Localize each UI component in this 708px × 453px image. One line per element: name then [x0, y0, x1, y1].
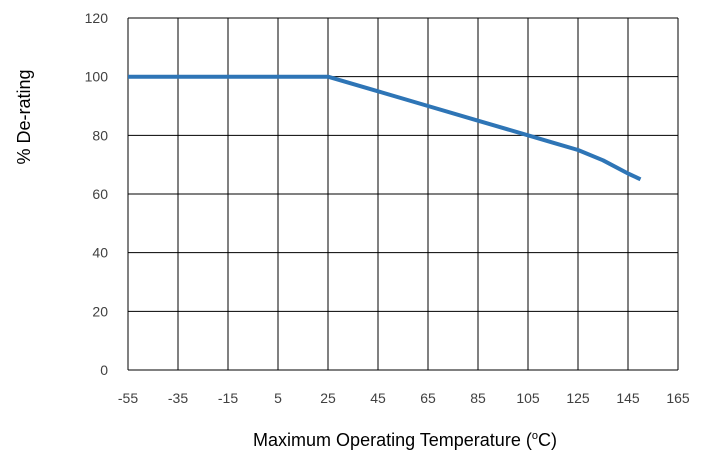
x-axis-ticks: -55 -35 -15 5 25 45 65 85 105 125 145 165 — [118, 390, 690, 406]
y-axis-ticks: 0 20 40 60 80 100 120 — [85, 10, 109, 378]
x-tick-label-4: 25 — [320, 390, 336, 406]
x-tick-label-9: 125 — [566, 390, 590, 406]
grid-lines — [127, 17, 679, 371]
x-tick-label-10: 145 — [616, 390, 640, 406]
y-tick-label-0: 0 — [100, 362, 108, 378]
x-axis-title-suffix: C) — [538, 430, 557, 450]
y-tick-label-5: 100 — [85, 69, 109, 85]
x-tick-label-0: -55 — [118, 390, 138, 406]
x-tick-label-6: 65 — [420, 390, 436, 406]
x-tick-label-7: 85 — [470, 390, 486, 406]
x-tick-label-8: 105 — [516, 390, 540, 406]
y-tick-label-6: 120 — [85, 10, 109, 26]
x-axis-title-superscript: o — [532, 430, 538, 442]
x-tick-label-2: -15 — [218, 390, 238, 406]
series-line-0 — [128, 74, 642, 182]
y-tick-label-2: 40 — [92, 245, 108, 261]
x-tick-label-1: -35 — [168, 390, 188, 406]
y-axis-title: % De-rating — [14, 69, 34, 164]
y-tick-label-1: 20 — [92, 303, 108, 319]
x-tick-label-3: 5 — [274, 390, 282, 406]
x-tick-label-5: 45 — [370, 390, 386, 406]
series-layer — [128, 74, 642, 182]
y-tick-label-4: 80 — [92, 127, 108, 143]
x-axis-title: Maximum Operating Temperature (oC) — [253, 430, 557, 450]
x-axis-title-text: Maximum Operating Temperature ( — [253, 430, 532, 450]
y-tick-label-3: 60 — [92, 186, 108, 202]
x-tick-label-11: 165 — [666, 390, 690, 406]
